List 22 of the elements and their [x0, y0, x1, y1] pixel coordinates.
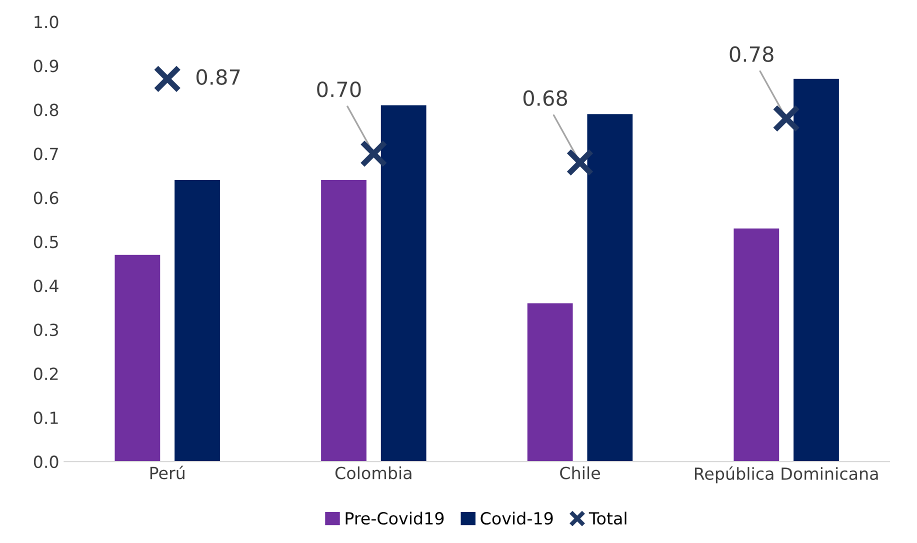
x-tick-label: Perú — [150, 466, 184, 480]
y-tick-label: 0.2 — [34, 368, 58, 380]
y-tick-label: 0.3 — [34, 324, 58, 336]
data-label: 0.70 — [317, 81, 361, 98]
data-label: 0.87 — [196, 69, 240, 85]
y-tick-label: 1.0 — [34, 16, 58, 28]
y-tick-label: 0.9 — [34, 60, 58, 72]
x-tick-label: República Dominicana — [694, 466, 878, 484]
data-label: 0.68 — [523, 90, 568, 106]
y-tick-label: 0.7 — [34, 148, 58, 160]
data-label: 0.78 — [730, 46, 774, 62]
x-tick-label: Colombia — [335, 466, 412, 480]
y-tick-label: 0.6 — [34, 192, 58, 204]
y-tick-label: 0.1 — [34, 412, 58, 424]
y-tick-label: 0.8 — [34, 104, 58, 116]
x-tick-label: Chile — [560, 466, 600, 480]
legend-label: Covid-19 — [480, 512, 553, 525]
y-tick-label: 0.5 — [34, 236, 58, 248]
legend-label: Pre-Covid19 — [346, 512, 444, 525]
legend-label: Total — [588, 512, 626, 525]
y-tick-label: 0.0 — [34, 456, 58, 468]
y-tick-label: 0.4 — [34, 280, 58, 292]
